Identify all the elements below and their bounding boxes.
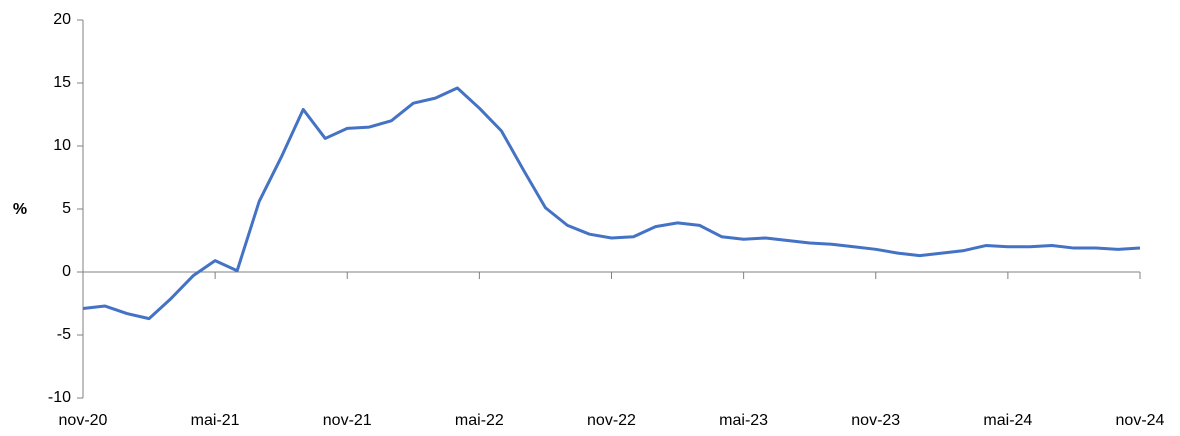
line-series bbox=[82, 86, 1141, 321]
x-tick-label: mai-24 bbox=[983, 412, 1032, 429]
y-axis-label: % bbox=[13, 201, 27, 218]
x-tick-label: nov-21 bbox=[323, 412, 372, 429]
y-tick-label: -5 bbox=[57, 326, 71, 343]
y-tick-label: 15 bbox=[53, 74, 71, 91]
x-tick-label: nov-24 bbox=[1116, 412, 1165, 429]
x-tick-label: nov-20 bbox=[59, 412, 108, 429]
x-tick-label: nov-22 bbox=[587, 412, 636, 429]
y-tick-label: 0 bbox=[62, 263, 71, 280]
y-tick-label: -10 bbox=[48, 389, 71, 406]
x-tick-label: mai-22 bbox=[455, 412, 504, 429]
x-tick-label: mai-21 bbox=[191, 412, 240, 429]
x-tick-label: mai-23 bbox=[719, 412, 768, 429]
y-tick-label: 5 bbox=[62, 200, 71, 217]
y-tick-label: 20 bbox=[53, 11, 71, 28]
y-tick-label: 10 bbox=[53, 137, 71, 154]
x-tick-label: nov-23 bbox=[851, 412, 900, 429]
